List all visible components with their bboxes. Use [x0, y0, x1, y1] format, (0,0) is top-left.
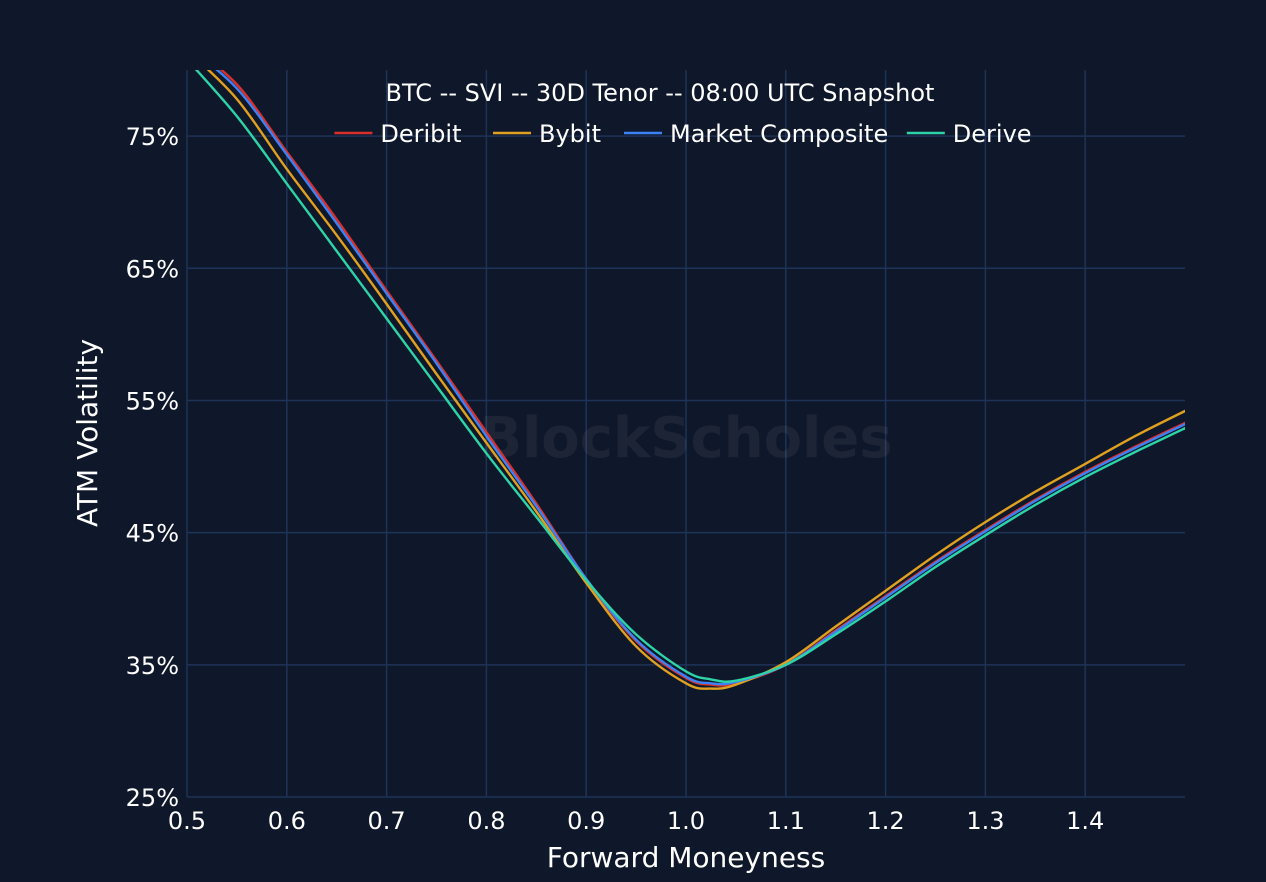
x-tick-label: 1.0	[667, 807, 705, 835]
y-tick-label: 65%	[126, 255, 179, 283]
x-axis-title: Forward Moneyness	[547, 841, 825, 874]
chart-title: BTC -- SVI -- 30D Tenor -- 08:00 UTC Sna…	[386, 79, 935, 107]
series-line-market-composite	[215, 70, 1185, 686]
y-tick-label: 45%	[126, 520, 179, 548]
legend-item-deribit[interactable]: Deribit	[334, 120, 461, 148]
x-tick-label: 1.1	[767, 807, 805, 835]
x-tick-label: 1.3	[966, 807, 1004, 835]
legend: Deribit Bybit Market Composite Derive	[334, 120, 1032, 148]
x-tick-label: 0.5	[168, 807, 206, 835]
series-layer	[194, 70, 1185, 690]
grid-layer	[186, 70, 1185, 798]
y-tick-label: 75%	[126, 123, 179, 151]
legend-item-bybit[interactable]: Bybit	[493, 120, 601, 148]
x-axis-ticks: 0.5 0.6 0.7 0.8 0.9 1.0 1.1 1.2 1.3 1.4	[168, 807, 1104, 835]
y-tick-label: 35%	[126, 652, 179, 680]
series-line-derive	[194, 70, 1185, 683]
legend-label: Derive	[953, 120, 1032, 148]
legend-label: Deribit	[380, 120, 461, 148]
y-tick-label: 25%	[126, 784, 179, 812]
watermark-logo: BlockScholes	[479, 406, 892, 471]
legend-label: Bybit	[539, 120, 601, 148]
y-axis-ticks: 25% 35% 45% 55% 65% 75%	[126, 123, 179, 812]
x-tick-label: 0.8	[467, 807, 505, 835]
series-line-bybit	[206, 70, 1185, 690]
x-tick-label: 1.2	[867, 807, 905, 835]
legend-label: Market Composite	[670, 120, 888, 148]
x-tick-label: 1.4	[1066, 807, 1104, 835]
x-tick-label: 0.7	[368, 807, 406, 835]
x-tick-label: 0.6	[268, 807, 306, 835]
x-tick-label: 0.9	[567, 807, 605, 835]
legend-item-derive[interactable]: Derive	[906, 120, 1032, 148]
legend-item-market-composite[interactable]: Market Composite	[624, 120, 888, 148]
y-tick-label: 55%	[126, 387, 179, 415]
y-axis-title: ATM Volatility	[71, 339, 104, 527]
